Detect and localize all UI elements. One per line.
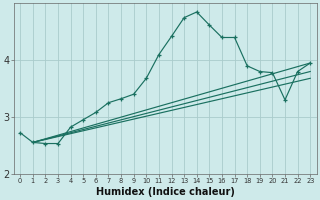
- X-axis label: Humidex (Indice chaleur): Humidex (Indice chaleur): [96, 187, 235, 197]
